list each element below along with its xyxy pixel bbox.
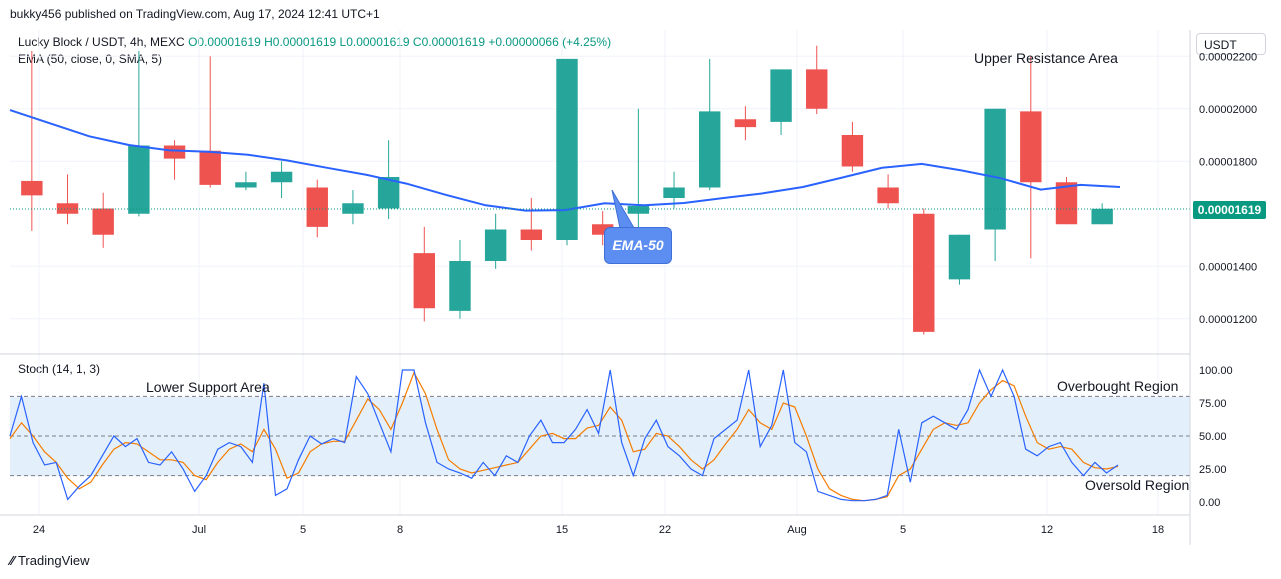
candle-body <box>734 119 757 128</box>
candle-body <box>841 135 864 167</box>
candle-body <box>520 229 543 240</box>
candle-body <box>377 177 400 209</box>
time-axis-ticks: 24 Jul 5 8 15 22 Aug 5 12 18 <box>33 524 1164 536</box>
price-tick-label: 0.00001800 <box>1199 156 1257 168</box>
time-tick-label: 18 <box>1152 524 1164 536</box>
candle-body <box>306 187 328 227</box>
price-tick-label: 0.00002200 <box>1199 51 1257 63</box>
candle-body <box>21 180 43 196</box>
ema-line <box>9 109 1121 212</box>
candle-body <box>556 58 578 240</box>
price-axis-ticks: 0.00002200 0.00002000 0.00001800 0.00001400… <box>1199 51 1257 326</box>
candle-body <box>591 224 614 235</box>
currency-button[interactable]: USDT <box>1196 33 1266 55</box>
candle-body <box>1055 182 1078 225</box>
price-tick-label: 0.00001400 <box>1199 261 1257 273</box>
candle-body <box>1091 208 1113 225</box>
stoch-d-line <box>9 371 1119 502</box>
candle-body <box>413 253 435 309</box>
time-tick-label: Jul <box>192 524 206 536</box>
last-price-tag: 0.00001619 <box>1193 201 1266 219</box>
candle-body <box>984 108 1006 230</box>
candle-body <box>163 145 186 159</box>
publisher-bar: bukky456 published on TradingView.com, A… <box>10 7 380 21</box>
candle-body <box>948 234 971 280</box>
time-tick-label: 12 <box>1041 524 1053 536</box>
time-tick-label: 5 <box>900 524 906 536</box>
tv-logo-text: TradingView <box>17 553 90 568</box>
candle-body <box>627 205 650 214</box>
time-tick-label: 15 <box>556 524 568 536</box>
candle-body <box>235 182 257 188</box>
candles <box>21 45 1113 335</box>
overbought-label: Overbought Region <box>1057 378 1179 394</box>
time-tick-label: 8 <box>397 524 403 536</box>
candle-body <box>484 229 507 261</box>
candle-body <box>913 213 935 332</box>
price-tick-label: 0.00001200 <box>1199 314 1257 326</box>
upper-resistance-label: Upper Resistance Area <box>974 50 1118 66</box>
ema-legend[interactable]: EMA (50, close, 0, SMA, 5) <box>18 52 163 66</box>
candle-body <box>449 261 471 311</box>
candle-body <box>663 187 685 198</box>
price-tick-label: 0.00002000 <box>1199 104 1257 116</box>
time-tick-label: 24 <box>33 524 45 536</box>
time-tick-label: Aug <box>787 524 807 536</box>
time-tick-label: 5 <box>300 524 306 536</box>
candle-body <box>128 145 150 214</box>
ema-callout: EMA-50 <box>604 227 672 264</box>
candle-body <box>806 69 828 109</box>
tradingview-logo[interactable]: ⁄⁄ TradingView <box>10 553 90 568</box>
stoch-tick-label: 100.00 <box>1199 365 1233 377</box>
time-tick-label: 22 <box>659 524 671 536</box>
tv-mark-icon: ⁄⁄ <box>10 553 18 568</box>
candle-body <box>699 111 721 188</box>
candle-body <box>770 69 792 122</box>
stoch-k-line <box>9 368 1119 502</box>
oversold-label: Oversold Region <box>1085 477 1190 493</box>
stoch-axis-ticks: 100.00 75.00 50.00 25.00 0.00 <box>1199 365 1233 509</box>
candle-body <box>92 208 114 235</box>
candle-body <box>270 171 293 183</box>
candle-body <box>1020 111 1042 183</box>
stoch-tick-label: 75.00 <box>1199 398 1227 410</box>
stoch-tick-label: 25.00 <box>1199 464 1227 476</box>
candle-body <box>199 150 221 185</box>
symbol-title: Lucky Block / USDT, 4h, MEXC <box>18 35 185 49</box>
stoch-tick-label: 0.00 <box>1199 497 1220 509</box>
lower-support-label: Lower Support Area <box>146 379 270 395</box>
candle-body <box>877 187 899 204</box>
stoch-tick-label: 50.00 <box>1199 431 1227 443</box>
